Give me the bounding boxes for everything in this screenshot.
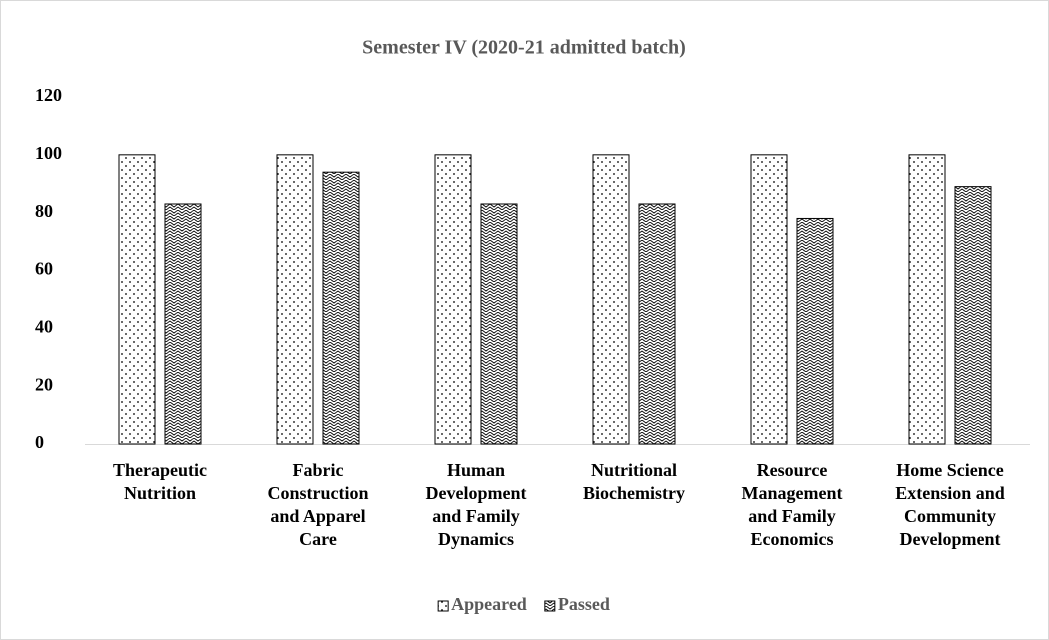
bar <box>908 154 946 445</box>
chart-title: Semester IV (2020-21 admitted batch) <box>362 37 686 59</box>
legend-swatch <box>437 600 449 612</box>
x-tick-label: Home Science Extension and Community Dev… <box>895 460 1005 549</box>
y-tick-label: 100 <box>35 143 62 163</box>
bar <box>322 171 360 445</box>
x-tick-label: Fabric Construction and Apparel Care <box>267 460 369 549</box>
legend-label: Passed <box>558 594 610 614</box>
y-tick-label: 40 <box>35 316 53 336</box>
legend-label: Appeared <box>451 594 527 614</box>
bar <box>638 203 676 445</box>
bar <box>954 186 992 445</box>
bar <box>434 154 472 445</box>
y-tick-label: 20 <box>35 374 53 394</box>
bar <box>750 154 788 445</box>
x-tick-label: Therapeutic Nutrition <box>113 460 207 503</box>
y-tick-label: 80 <box>35 201 53 221</box>
bar <box>592 154 630 445</box>
bar <box>276 154 314 445</box>
y-tick-label: 120 <box>35 85 62 105</box>
bar <box>796 217 834 445</box>
x-tick-label: Human Development and Family Dynamics <box>425 460 527 549</box>
y-tick-label: 60 <box>35 259 53 279</box>
y-tick-label: 0 <box>35 432 44 452</box>
bar <box>480 203 518 445</box>
legend-swatch <box>544 600 556 612</box>
x-tick-label: Nutritional Biochemistry <box>583 460 685 503</box>
bar <box>118 154 156 445</box>
x-tick-label: Resource Management and Family Economics <box>741 460 843 549</box>
bar <box>164 203 202 445</box>
